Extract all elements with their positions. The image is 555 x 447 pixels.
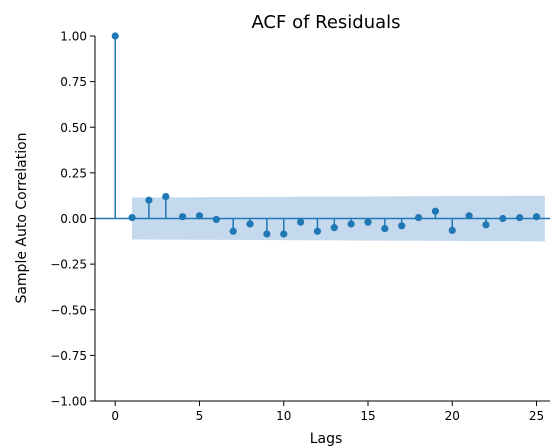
acf-marker — [482, 221, 490, 229]
acf-marker — [128, 213, 136, 222]
acf-markers — [111, 32, 541, 238]
x-ticks: 0 5 10 15 20 25 — [111, 401, 544, 423]
acf-marker — [229, 227, 237, 235]
acf-marker — [296, 218, 305, 226]
acf-marker — [381, 224, 389, 233]
y-tick-label: 0.25 — [60, 166, 87, 180]
acf-marker — [398, 222, 406, 230]
y-ticks: −1.00 −0.75 −0.50 −0.25 0.00 0.25 0.50 0.75 1.00 — [50, 30, 95, 409]
y-axis-label: Sample Auto Correlation — [14, 132, 30, 303]
acf-marker — [212, 215, 220, 224]
acf-marker — [414, 213, 423, 222]
acf-marker — [448, 226, 456, 234]
y-tick-label: −0.75 — [50, 349, 87, 363]
x-tick-label: 20 — [445, 409, 460, 423]
acf-marker — [364, 218, 372, 226]
acf-marker — [347, 220, 355, 228]
y-tick-label: −0.25 — [50, 258, 87, 272]
acf-marker — [313, 227, 322, 235]
x-tick-label: 10 — [276, 409, 291, 423]
acf-marker — [280, 230, 288, 238]
x-tick-label: 0 — [111, 409, 119, 423]
plot-area: −1.00 −0.75 −0.50 −0.25 0.00 0.25 0.50 0.75 1.00… — [50, 30, 550, 423]
acf-marker — [532, 213, 541, 221]
y-tick-label: 1.00 — [60, 30, 87, 44]
y-tick-label: −1.00 — [50, 395, 87, 409]
y-tick-label: −0.50 — [50, 303, 87, 317]
acf-marker — [263, 230, 271, 238]
acf-marker — [330, 224, 338, 232]
chart-title: ACF of Residuals — [251, 12, 400, 33]
y-tick-label: 0.50 — [60, 121, 87, 135]
acf-marker — [179, 213, 187, 221]
acf-marker — [246, 220, 254, 228]
x-tick-label: 5 — [196, 409, 204, 423]
x-tick-label: 15 — [360, 409, 375, 423]
acf-marker — [162, 193, 170, 201]
y-tick-label: 0.00 — [60, 212, 87, 226]
acf-marker — [431, 207, 440, 215]
acf-marker — [195, 212, 204, 220]
acf-marker — [499, 214, 507, 223]
y-tick-label: 0.75 — [60, 75, 87, 89]
acf-marker — [145, 196, 153, 204]
x-tick-label: 25 — [529, 409, 544, 423]
x-axis-label: Lags — [310, 431, 343, 447]
acf-marker — [111, 32, 119, 40]
acf-marker — [465, 212, 473, 220]
acf-marker — [516, 213, 524, 222]
